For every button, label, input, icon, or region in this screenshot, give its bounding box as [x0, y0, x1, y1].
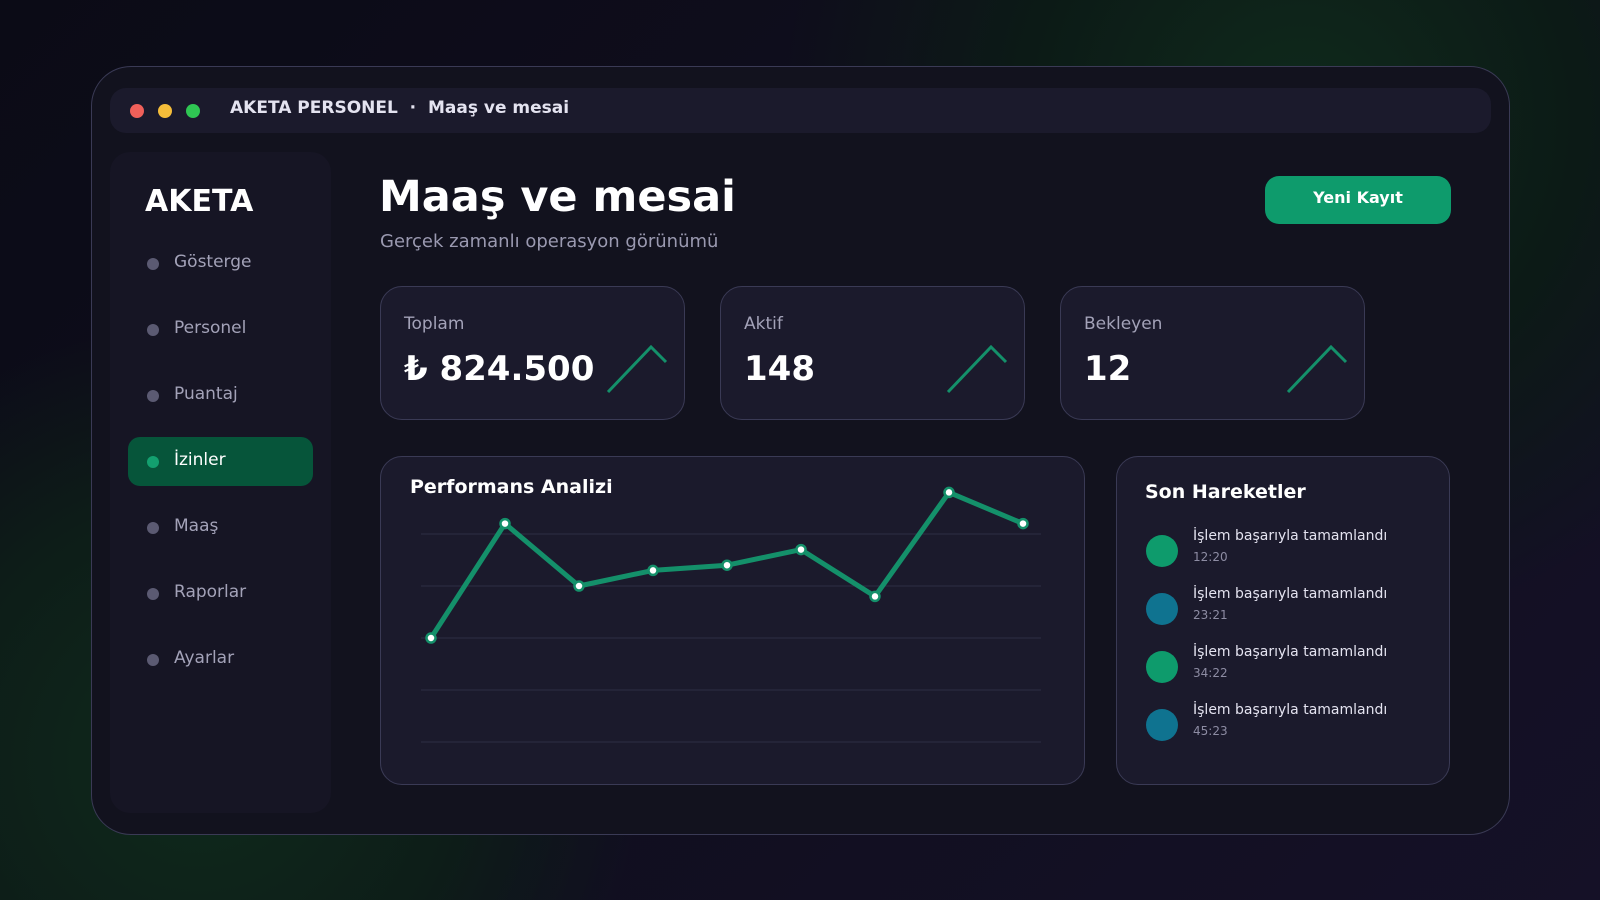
nav-label: Personel [174, 318, 247, 338]
data-point [1017, 517, 1029, 530]
nav-label: Gösterge [174, 252, 252, 272]
nav-item[interactable]: Gösterge [128, 239, 313, 288]
sparkline [1286, 344, 1348, 394]
nav-item[interactable]: İzinler [128, 437, 313, 486]
nav-item[interactable]: Raporlar [128, 569, 313, 618]
data-point [869, 590, 881, 603]
chart-panel: Performans Analizi [380, 456, 1085, 785]
stat-card: Toplam ₺ 824.500 [380, 286, 685, 420]
sparkline [606, 344, 668, 394]
sparkline-path [946, 344, 1008, 394]
activity-text: İşlem başarıyla tamamlandı [1193, 528, 1388, 544]
chart-title: Performans Analizi [410, 476, 613, 498]
stat-card: Bekleyen 12 [1060, 286, 1365, 420]
data-point [499, 517, 511, 530]
activity-panel: Son Hareketler İşlem başarıyla tamamland… [1116, 456, 1450, 785]
close-dot[interactable] [130, 104, 144, 118]
activity-text: İşlem başarıyla tamamlandı [1193, 644, 1388, 660]
activity-time: 12:20 [1193, 550, 1228, 564]
activity-text: İşlem başarıyla tamamlandı [1193, 702, 1388, 718]
nav-item[interactable]: Puantaj [128, 371, 313, 420]
nav-label: Maaş [174, 516, 219, 536]
stat-label: Toplam [404, 314, 465, 334]
nav-label: İzinler [174, 450, 226, 470]
maximize-dot[interactable] [186, 104, 200, 118]
nav-dot [147, 654, 159, 666]
activity-icon [1146, 593, 1178, 625]
stat-label: Aktif [744, 314, 783, 334]
activity-time: 45:23 [1193, 724, 1228, 738]
activity-time: 23:21 [1193, 608, 1228, 622]
nav-label: Puantaj [174, 384, 238, 404]
activity-time: 34:22 [1193, 666, 1228, 680]
sparkline-path [606, 344, 668, 394]
chart: Performans Analizi [410, 476, 1041, 743]
activity-icon [1146, 651, 1178, 683]
nav-dot [147, 522, 159, 534]
nav-dot [147, 258, 159, 270]
sparkline [946, 344, 1008, 394]
window-title: AKETA PERSONEL · Maaş ve mesai [230, 98, 569, 118]
nav-item[interactable]: Maaş [128, 503, 313, 552]
nav-label: Ayarlar [174, 648, 235, 668]
data-point [647, 564, 659, 577]
activity-icon [1146, 535, 1178, 567]
nav-dot [147, 588, 159, 600]
nav-dot [147, 390, 159, 402]
new-record-button[interactable]: Yeni Kayıt [1265, 176, 1451, 224]
sparkline-path [1286, 344, 1348, 394]
data-point [795, 543, 807, 556]
stat-value: ₺ 824.500 [404, 349, 595, 389]
stat-label: Bekleyen [1084, 314, 1163, 334]
stat-value: 12 [1084, 349, 1132, 389]
brand: AKETA [145, 184, 254, 219]
app-name: AKETA PERSONEL [230, 98, 398, 118]
data-point [573, 580, 585, 592]
data-point [943, 486, 955, 499]
page-name: Maaş ve mesai [427, 98, 570, 118]
data-point [425, 632, 437, 644]
nav-dot [147, 324, 159, 336]
activity-title: Son Hareketler [1145, 481, 1306, 503]
page-subtitle: Gerçek zamanlı operasyon görünümü [380, 231, 719, 252]
nav-label: Raporlar [174, 582, 247, 602]
title-bar [110, 88, 1491, 133]
activity-text: İşlem başarıyla tamamlandı [1193, 586, 1388, 602]
data-point [721, 559, 733, 571]
stat-value: 148 [744, 349, 815, 389]
stat-card: Aktif 148 [720, 286, 1025, 420]
minimize-dot[interactable] [158, 104, 172, 118]
page-title: Maaş ve mesai [379, 172, 736, 222]
nav-dot [147, 456, 159, 468]
nav-item[interactable]: Personel [128, 305, 313, 354]
nav-item[interactable]: Ayarlar [128, 635, 313, 684]
separator: · [409, 98, 417, 118]
activity-icon [1146, 709, 1178, 741]
